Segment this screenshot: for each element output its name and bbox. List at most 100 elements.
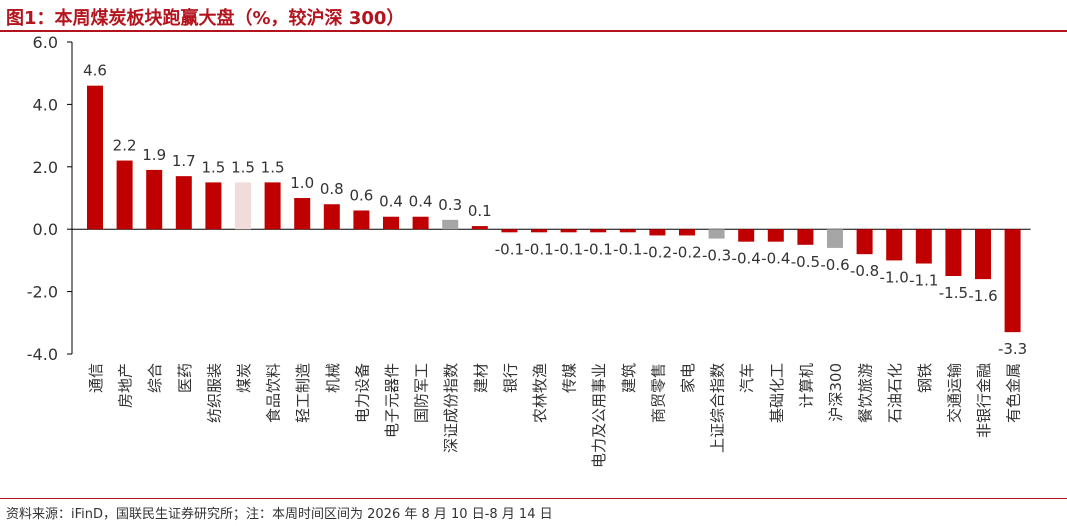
bar	[323, 204, 340, 230]
category-label: 上证综合指数	[709, 363, 727, 453]
category-label: 房地产	[117, 363, 135, 408]
category-label: 国防军工	[413, 363, 431, 423]
category-label: 医药	[176, 363, 194, 393]
data-label: 2.2	[113, 137, 137, 155]
category-label: 食品饮料	[265, 363, 283, 423]
data-label: 1.5	[231, 158, 255, 176]
data-label: -1.5	[939, 284, 968, 302]
category-label: 农林牧渔	[531, 363, 549, 423]
data-label: -1.0	[880, 268, 909, 286]
data-label: 0.1	[468, 202, 492, 220]
bar	[116, 160, 133, 230]
footer-rule	[0, 498, 1067, 499]
category-label: 非银行金融	[975, 363, 993, 438]
bar	[708, 229, 725, 239]
category-label: 有色金属	[1005, 363, 1023, 423]
bar	[501, 229, 518, 233]
data-labels: 4.6 2.2 1.9 1.7 1.5 1.5 1.5 1.0 0.8 0.6 0.4 0.4 0.3 0…	[83, 62, 1027, 358]
data-label: 0.4	[379, 193, 403, 211]
category-label: 电力及公用事业	[590, 363, 608, 468]
category-label: 电子元器件	[383, 363, 401, 438]
data-label: -0.8	[850, 262, 879, 280]
bar	[975, 229, 991, 280]
data-label: 0.3	[438, 196, 462, 214]
category-label: 银行	[501, 363, 519, 393]
bar	[619, 229, 636, 233]
data-label: -0.2	[672, 243, 701, 261]
data-label: -3.3	[998, 340, 1027, 358]
data-label: -0.6	[820, 256, 849, 274]
category-label: 沪深300	[827, 363, 845, 422]
bar	[264, 182, 281, 230]
bar	[945, 229, 962, 276]
bar	[590, 229, 607, 233]
bar	[87, 85, 103, 230]
category-label: 纺织服装	[205, 363, 223, 423]
y-tick-label: 6.0	[33, 33, 58, 52]
data-label: 0.6	[349, 186, 373, 204]
data-label: 0.4	[409, 193, 433, 211]
bar	[856, 229, 873, 255]
bar	[383, 216, 399, 230]
y-tick-label: 2.0	[33, 158, 58, 177]
data-label: -1.1	[909, 272, 938, 290]
category-label: 家电	[679, 363, 697, 393]
category-label: 计算机	[797, 363, 815, 408]
data-label: 1.9	[142, 146, 166, 164]
bar	[1004, 229, 1021, 333]
data-label: -0.1	[613, 240, 642, 258]
y-tick-label: 0.0	[33, 220, 58, 239]
data-label: -0.1	[554, 240, 583, 258]
bar	[471, 226, 488, 230]
category-label: 轻工制造	[294, 363, 312, 423]
y-tick-label: -2.0	[27, 283, 58, 302]
category-label: 餐饮旅游	[857, 363, 875, 423]
chart-title: 图1：本周煤炭板块跑赢大盘（%，较沪深 300）	[6, 8, 405, 29]
data-label: 1.7	[172, 152, 196, 170]
category-label: 钢铁	[916, 363, 934, 393]
source-note: 资料来源：iFinD，国联民生证券研究所；注：本周时间区间为 2026 年 8 …	[6, 507, 553, 522]
y-tick-label: -4.0	[27, 345, 58, 364]
bar	[442, 219, 459, 230]
data-label: 0.8	[320, 180, 344, 198]
bar	[205, 182, 222, 230]
data-label: -0.3	[702, 247, 731, 265]
bar	[738, 229, 755, 242]
data-label: -0.1	[584, 240, 613, 258]
category-label: 电力设备	[353, 363, 371, 423]
bar	[649, 229, 666, 236]
category-labels: 通信 房地产 综合 医药 纺织服装 煤炭 食品饮料 轻工制造 机械 电力设备 电子元器件 国防军工 深证…	[87, 363, 1023, 468]
category-label: 石油石化	[886, 363, 904, 423]
bar	[412, 216, 429, 230]
category-label: 汽车	[738, 363, 756, 393]
data-label: -0.4	[732, 250, 761, 268]
bar	[915, 229, 932, 264]
category-label: 煤炭	[235, 363, 253, 393]
bar	[235, 182, 251, 230]
category-label: 商贸零售	[649, 363, 667, 423]
data-label: -0.1	[495, 240, 524, 258]
bar	[353, 210, 370, 230]
bar	[886, 229, 903, 261]
category-label: 传媒	[561, 363, 579, 393]
category-label: 深证成份指数	[442, 363, 460, 453]
category-label: 建材	[472, 363, 490, 393]
bars	[87, 85, 1021, 333]
category-label: 机械	[324, 363, 342, 393]
y-tick-label: 4.0	[33, 95, 58, 114]
data-label: -0.5	[791, 253, 820, 271]
category-label: 基础化工	[768, 363, 786, 423]
data-label: 4.6	[83, 62, 107, 80]
bar	[294, 198, 311, 230]
data-label: 1.5	[261, 158, 285, 176]
bar	[767, 229, 784, 242]
title-rule	[0, 30, 1067, 32]
category-label: 建筑	[620, 363, 638, 393]
bar	[797, 229, 814, 245]
bar	[827, 229, 843, 248]
data-label: -0.1	[524, 240, 553, 258]
data-label: -0.2	[643, 243, 672, 261]
data-label: 1.5	[201, 158, 225, 176]
bar-chart: 6.0 4.0 2.0 0.0 -2.0 -4.0 4.6 2.2 1.9 1.7 1.5 1.5 1…	[27, 33, 1031, 468]
bar	[531, 229, 547, 233]
